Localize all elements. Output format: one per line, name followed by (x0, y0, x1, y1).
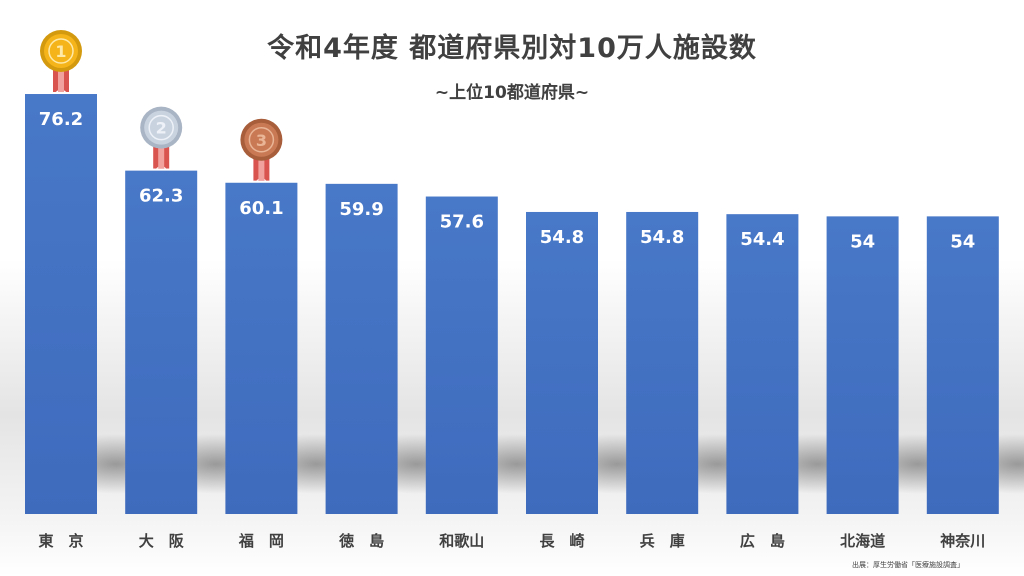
data-label: 54.8 (640, 227, 684, 248)
data-label: 59.9 (339, 199, 383, 220)
source-note: 出展：厚生労働省「医療施設調査」 (852, 561, 964, 569)
bar (25, 94, 97, 515)
data-label: 54 (850, 231, 875, 252)
bar (926, 216, 999, 515)
medal-number: 3 (256, 131, 267, 150)
bar (826, 216, 899, 515)
medal-2-icon: 2 (140, 106, 183, 171)
bar (125, 170, 198, 514)
x-tick-labels: 東 京 大 阪 福 岡 徳 島 和歌山 長 崎 兵 庫 広 島 北海道 神奈川 (38, 532, 985, 550)
x-tick-label: 長 崎 (539, 532, 584, 550)
data-label: 57.6 (440, 212, 484, 233)
data-label: 60.1 (239, 198, 283, 219)
bar (626, 211, 699, 515)
x-tick-label: 神奈川 (940, 532, 985, 550)
data-label: 54 (950, 231, 975, 252)
bar (225, 182, 298, 514)
chart-subtitle: ~上位10都道府県~ (434, 83, 590, 103)
x-tick-label: 和歌山 (439, 532, 484, 550)
medal-1-icon: 1 (40, 30, 82, 95)
data-label: 54.4 (740, 229, 784, 250)
data-label: 76.2 (39, 109, 83, 130)
x-tick-label: 広 島 (740, 532, 785, 550)
chart-title: 令和4年度 都道府県別対10万人施設数 (267, 33, 757, 64)
medal-number: 1 (55, 42, 66, 61)
data-label: 54.8 (540, 227, 584, 248)
ribbon-stripe (258, 158, 265, 181)
x-tick-label: 兵 庫 (640, 532, 685, 550)
medal-ring (48, 38, 74, 64)
x-tick-label: 東 京 (38, 532, 83, 550)
bar (325, 183, 398, 514)
data-labels: 76.2 62.3 60.1 59.9 57.6 54.8 54.8 54.4 54 54 (39, 109, 976, 252)
x-tick-label: 大 阪 (139, 532, 185, 550)
ribbon-stripe (58, 70, 64, 93)
bars (25, 94, 999, 515)
medal-ring (248, 127, 275, 153)
medals: 1 2 3 (40, 30, 283, 183)
x-tick-label: 北海道 (840, 532, 885, 550)
medal-ring (148, 114, 174, 141)
x-tick-label: 徳 島 (338, 532, 384, 550)
medal-3-icon: 3 (240, 118, 283, 183)
data-label: 62.3 (139, 186, 183, 207)
bar (726, 214, 799, 515)
bar (526, 211, 598, 515)
medal-number: 2 (156, 119, 167, 138)
x-tick-label: 福 岡 (238, 532, 284, 550)
bar (425, 196, 498, 515)
ribbon-stripe (158, 146, 165, 169)
